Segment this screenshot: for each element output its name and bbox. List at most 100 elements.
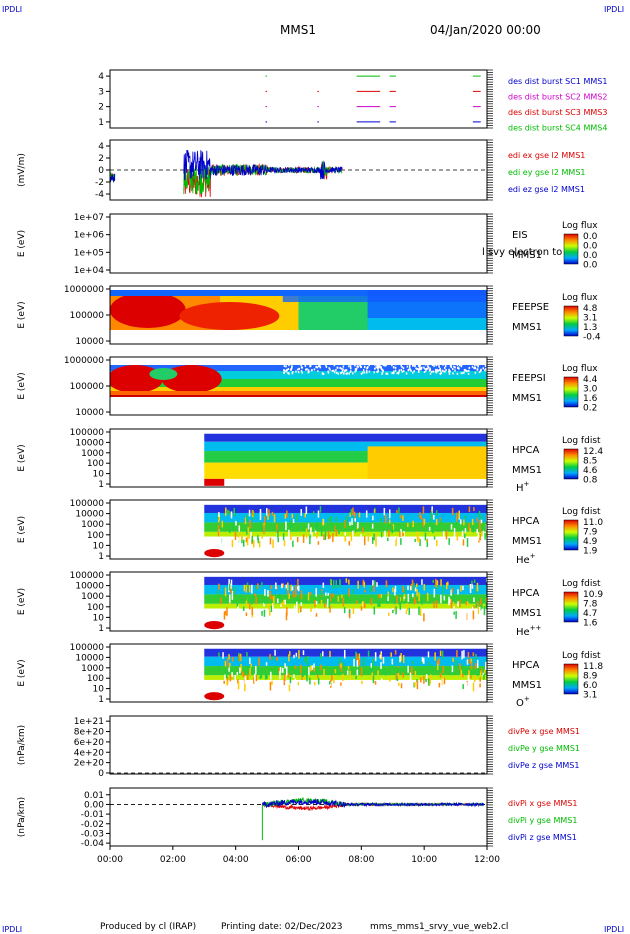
panel-feepse-tick-label: 100000: [70, 311, 105, 321]
speckle: [438, 369, 441, 372]
panel-hpca_hepp-colorbar-value: 7.8: [583, 600, 598, 610]
speckle: [269, 682, 272, 691]
panel-divpi-ylabel: (nPa/km): [17, 797, 27, 837]
speckle: [257, 538, 260, 544]
x-tick-label: 12:00: [474, 855, 500, 865]
speckle: [350, 532, 353, 542]
spec-layer: [204, 576, 487, 585]
speckle: [320, 599, 323, 605]
spec-blank: [204, 500, 487, 505]
speckle: [438, 658, 440, 665]
speckle: [454, 369, 456, 372]
speckle: [334, 525, 337, 532]
panel-hpca_o-colorbar: [563, 663, 579, 695]
panel-divpi-tick-label: -0.03: [81, 829, 104, 839]
speckle: [245, 597, 248, 606]
speckle: [289, 368, 292, 371]
speckle: [468, 523, 470, 530]
speckle: [436, 580, 439, 589]
speckle: [451, 368, 454, 371]
speckle: [364, 589, 366, 593]
speckle: [335, 369, 337, 372]
speckle: [395, 606, 397, 615]
speckle: [234, 674, 236, 684]
speckle: [439, 539, 442, 546]
speckle: [405, 610, 408, 615]
speckle: [363, 603, 366, 609]
speckle: [346, 670, 349, 675]
speckle: [332, 579, 335, 589]
speckle: [221, 536, 223, 544]
speckle: [408, 607, 410, 616]
speckle: [228, 510, 230, 515]
speckle: [319, 653, 322, 659]
speckle: [426, 538, 429, 548]
speckle: [421, 598, 423, 605]
speckle: [342, 368, 344, 371]
speckle: [358, 536, 361, 541]
panel-edi-ylabel: (mV/m): [17, 153, 27, 187]
speckle: [329, 650, 331, 658]
speckle: [309, 365, 312, 368]
speckle: [282, 583, 284, 588]
speckle: [300, 369, 303, 372]
speckle: [238, 525, 241, 532]
speckle: [297, 608, 300, 614]
speckle: [396, 595, 398, 604]
spec-layer: [204, 648, 487, 657]
speckle: [405, 372, 408, 375]
speckle: [460, 585, 462, 592]
speckle: [387, 596, 389, 602]
speckle: [462, 684, 464, 690]
speckle: [366, 684, 369, 693]
speckle: [442, 665, 445, 674]
panel-hpca_o-tick-label: 1: [98, 695, 104, 705]
speckle: [226, 509, 229, 514]
speckle: [218, 514, 221, 521]
speckle: [462, 664, 465, 669]
speckle: [484, 369, 486, 372]
speckle: [361, 371, 364, 374]
speckle: [414, 670, 417, 677]
speckle: [479, 606, 481, 615]
speckle: [450, 366, 453, 369]
speckle: [292, 519, 295, 524]
speckle: [313, 540, 316, 545]
speckle: [442, 584, 445, 594]
speckle: [480, 519, 483, 524]
speckle: [271, 511, 274, 517]
panel-hpca_o-colorbar-value: 6.0: [583, 681, 598, 691]
speckle: [440, 369, 442, 372]
speckle: [462, 585, 464, 591]
speckle: [422, 518, 425, 527]
speckle: [363, 657, 365, 667]
speckle: [354, 518, 356, 522]
panel-feepsi-colorbar-value: 0.2: [583, 404, 597, 414]
speckle: [244, 676, 246, 684]
speckle: [352, 507, 354, 516]
speckle: [476, 582, 479, 592]
panel-hpca_h-tick-label: 1000: [81, 449, 104, 459]
speckle: [314, 600, 316, 608]
speckle: [367, 366, 369, 369]
speckle: [255, 675, 258, 682]
panel-eis-tick-label: 1e+07: [74, 213, 104, 223]
x-axis: 00:00 02:00 04:00 06:00 08:00 10:00 12:00: [97, 846, 500, 865]
spec-layer: [204, 441, 487, 452]
speckle: [348, 541, 351, 546]
speckle: [294, 678, 297, 683]
speckle: [309, 677, 311, 685]
speckle: [450, 599, 453, 609]
speckle: [378, 593, 381, 599]
speckle: [440, 579, 442, 587]
speckle: [470, 675, 472, 679]
speckle: [400, 653, 402, 661]
panel-feepsi-spacecraft-label: MMS1: [512, 393, 542, 404]
speckle: [287, 590, 289, 595]
speckle: [380, 532, 383, 538]
plot-date: 04/Jan/2020 00:00: [430, 23, 541, 37]
speckle: [479, 520, 481, 530]
speckle: [298, 367, 301, 370]
speckle: [353, 511, 356, 520]
speckle: [438, 668, 441, 673]
